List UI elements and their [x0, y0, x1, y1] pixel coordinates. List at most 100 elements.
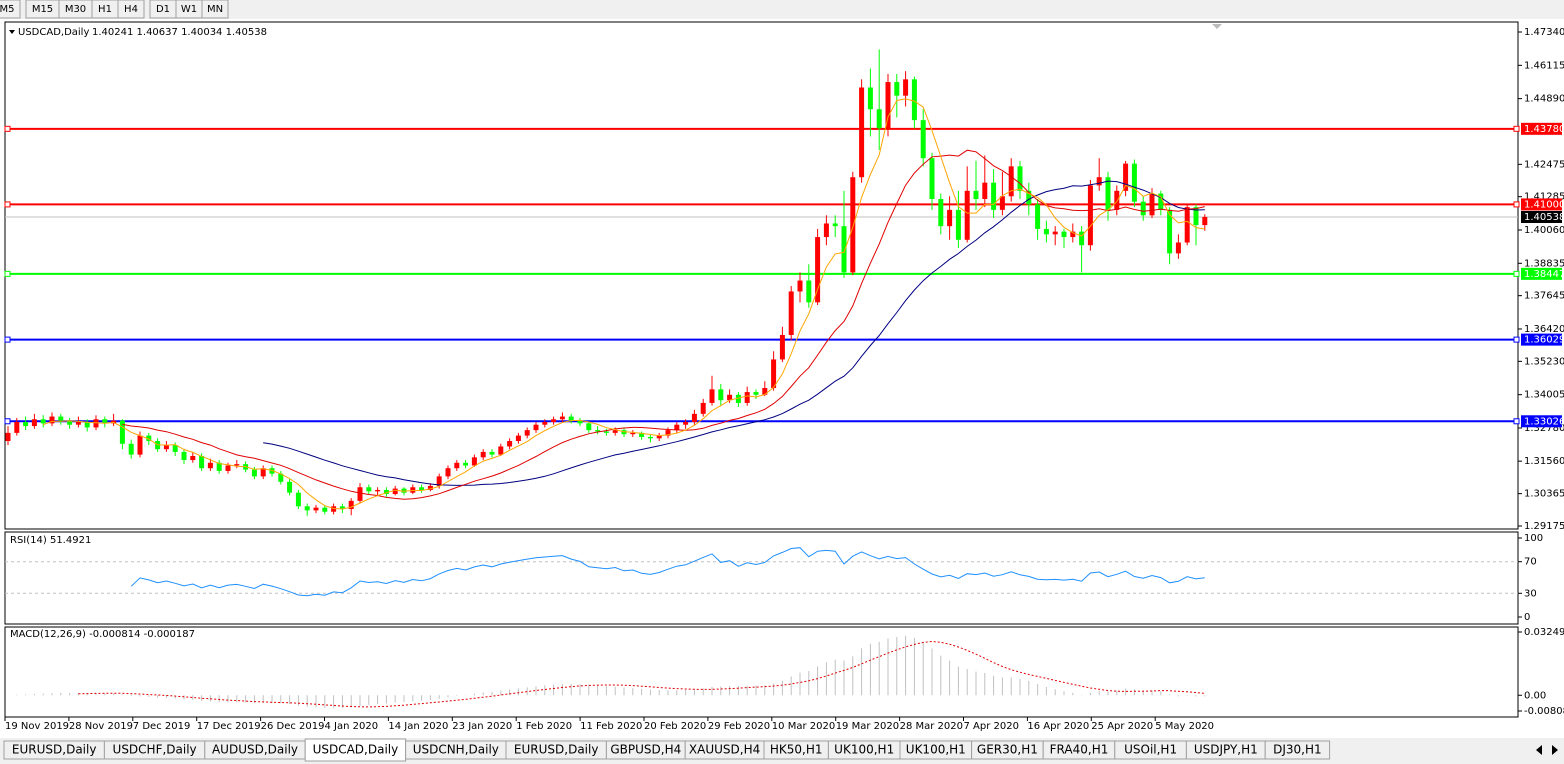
- x-tick-label: 26 Dec 2019: [261, 721, 325, 732]
- symbol-tab-label[interactable]: GER30,H1: [977, 743, 1038, 757]
- candle-body: [207, 462, 213, 469]
- candle-body: [911, 79, 917, 121]
- y-tick-label: 1.29175: [1524, 521, 1564, 532]
- y-tick-label: 1.36420: [1524, 324, 1564, 335]
- symbol-tab-label[interactable]: EURUSD,Daily: [12, 743, 97, 757]
- candle-body: [991, 182, 997, 210]
- candle-body: [683, 421, 689, 425]
- symbol-tab-label[interactable]: USDJPY,H1: [1194, 743, 1258, 757]
- symbol-tab-label[interactable]: USDCHF,Daily: [113, 743, 197, 757]
- level-price: 1.43780: [1524, 124, 1564, 135]
- x-tick-label: 10 Mar 2020: [772, 721, 835, 732]
- timeframe-button[interactable]: D1: [149, 0, 177, 19]
- macd-label: MACD(12,26,9) -0.000814 -0.000187: [10, 629, 195, 640]
- symbol-tab-label[interactable]: GBPUSD,H4: [610, 743, 681, 757]
- symbol-tab[interactable]: GBPUSD,H4: [605, 740, 686, 760]
- symbol-tab[interactable]: DJ30,H1: [1264, 740, 1331, 760]
- timeframe-button-bg[interactable]: [201, 0, 229, 19]
- timeframe-button[interactable]: W1: [175, 0, 203, 19]
- symbol-tab-bg[interactable]: [1264, 740, 1331, 760]
- candle-body: [234, 464, 240, 466]
- level-handle: [1513, 270, 1520, 277]
- symbol-tab[interactable]: AUDUSD,Daily: [204, 740, 306, 760]
- candle-body: [973, 190, 979, 199]
- candle-body: [295, 492, 301, 507]
- macd-signal: [78, 640, 1205, 708]
- symbol-tab[interactable]: USDCAD,Daily: [304, 738, 407, 762]
- x-tick-label: 20 Feb 2020: [644, 721, 706, 732]
- candle-body: [1052, 231, 1058, 235]
- candle-body: [753, 392, 759, 395]
- symbol-tab[interactable]: USDCHF,Daily: [103, 740, 206, 760]
- symbol-tab[interactable]: USDJPY,H1: [1185, 740, 1266, 760]
- candle-body: [410, 487, 416, 493]
- symbol-tab[interactable]: UK100,H1: [827, 740, 901, 760]
- timeframe-button[interactable]: H1: [91, 0, 119, 19]
- symbol-tab-label[interactable]: USDCAD,Daily: [313, 743, 399, 757]
- timeframe-label[interactable]: M5: [0, 4, 15, 15]
- timeframe-button-bg[interactable]: [0, 0, 21, 19]
- level-handle: [4, 201, 11, 208]
- candle-body: [137, 435, 143, 455]
- symbol-tab-label[interactable]: HK50,H1: [770, 743, 823, 757]
- symbol-tab[interactable]: GER30,H1: [971, 740, 1044, 760]
- timeframe-button[interactable]: MN: [201, 0, 229, 19]
- candle-body: [1008, 166, 1014, 197]
- y-tick-label: 0.00: [1524, 690, 1546, 701]
- candle-body: [1079, 231, 1085, 246]
- level-handle: [1513, 201, 1520, 208]
- candle-body: [885, 82, 891, 129]
- candle-body: [1184, 207, 1190, 243]
- timeframe-label[interactable]: W1: [181, 4, 197, 15]
- symbol-tab-label[interactable]: DJ30,H1: [1273, 743, 1322, 757]
- candle-body: [1070, 231, 1076, 238]
- symbol-tab[interactable]: EURUSD,Daily: [505, 740, 607, 760]
- quote: 1.40241 1.40637 1.40034 1.40538: [92, 27, 267, 38]
- candle-body: [744, 392, 750, 403]
- symbol-tab-label[interactable]: AUDUSD,Daily: [212, 743, 298, 757]
- timeframe-label[interactable]: M30: [65, 4, 86, 15]
- timeframe-label[interactable]: D1: [156, 4, 170, 15]
- tab-scroll-left[interactable]: [1536, 745, 1542, 755]
- candle-body: [762, 387, 768, 395]
- timeframe-button[interactable]: M30: [58, 0, 93, 19]
- candle-body: [119, 420, 125, 444]
- symbol-tab[interactable]: UK100,H1: [899, 740, 973, 760]
- candle-body: [894, 82, 900, 96]
- candle-body: [920, 120, 926, 159]
- timeframe-button[interactable]: M15: [25, 0, 60, 19]
- level-price-box: [1521, 198, 1562, 211]
- symbol-tab[interactable]: EURUSD,Daily: [3, 740, 105, 760]
- symbol-tab-label[interactable]: EURUSD,Daily: [514, 743, 599, 757]
- level-price-box: [1521, 122, 1562, 135]
- symbol-tab-label[interactable]: FRA40,H1: [1050, 743, 1109, 757]
- candle-body: [427, 485, 433, 490]
- level-handle: [4, 418, 11, 425]
- y-tick-label: 1.32780: [1524, 423, 1564, 434]
- symbol-tab-label[interactable]: USDCNH,Daily: [413, 743, 499, 757]
- tab-scroll-right[interactable]: [1552, 745, 1558, 755]
- timeframe-label[interactable]: MN: [207, 4, 223, 15]
- symbol-tab-label[interactable]: USOil,H1: [1124, 743, 1177, 757]
- symbol-tab[interactable]: HK50,H1: [763, 740, 829, 760]
- candle-body: [612, 430, 618, 433]
- x-tick-label: 1 Feb 2020: [516, 721, 572, 732]
- timeframe-button[interactable]: H4: [117, 0, 145, 19]
- timeframe-button[interactable]: M5: [0, 0, 21, 19]
- symbol-tab[interactable]: USOil,H1: [1114, 740, 1187, 760]
- symbol-tab[interactable]: USDCNH,Daily: [405, 740, 507, 760]
- symbol-tab[interactable]: XAUUSD,H4: [684, 740, 765, 760]
- candle-body: [665, 430, 671, 436]
- symbol-tab-label[interactable]: UK100,H1: [906, 743, 966, 757]
- symbol-tab[interactable]: FRA40,H1: [1042, 740, 1116, 760]
- candle-body: [709, 389, 715, 403]
- symbol-tab-label[interactable]: UK100,H1: [834, 743, 894, 757]
- timeframe-label[interactable]: M15: [32, 4, 53, 15]
- timeframe-label[interactable]: H1: [98, 4, 112, 15]
- timeframe-button-bg[interactable]: [117, 0, 145, 19]
- symbol-tab-label[interactable]: XAUUSD,H4: [689, 743, 760, 757]
- candle-body: [49, 416, 55, 424]
- timeframe-label[interactable]: H4: [124, 4, 138, 15]
- symbol: USDCAD,Daily: [18, 27, 89, 38]
- x-tick-label: 17 Dec 2019: [197, 721, 261, 732]
